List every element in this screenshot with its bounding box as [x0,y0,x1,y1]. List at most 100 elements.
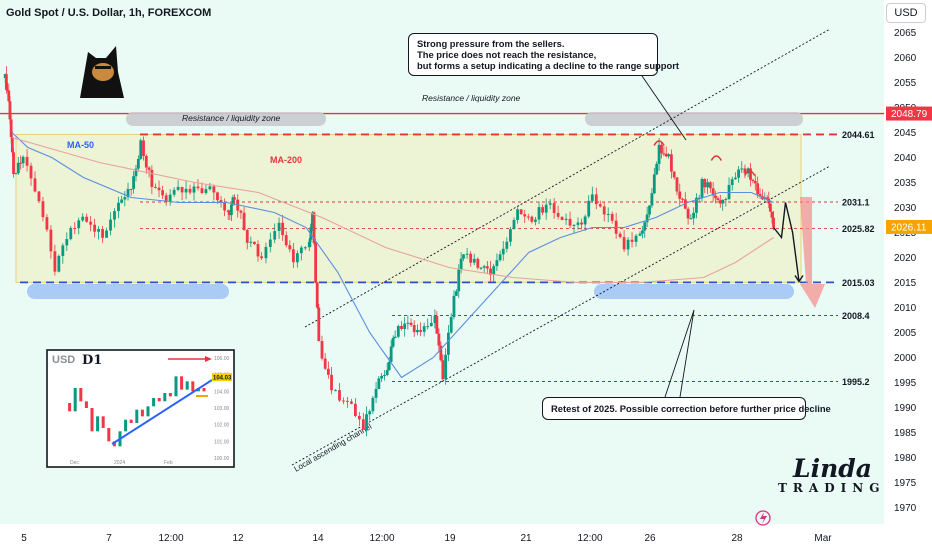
candle-body [184,188,188,193]
inset-candle [174,376,178,397]
candle-body [541,207,545,213]
candle-body [770,211,774,218]
inset-candle [79,388,83,402]
candle-body [548,203,552,205]
inset-candle [129,419,133,423]
candle-body [136,158,140,169]
candle-body [342,400,345,402]
inset-candle [96,416,100,432]
price-tick-label: 2035 [894,178,917,189]
candle-body [447,332,450,355]
candle-body [753,181,757,184]
candle-body [718,200,722,204]
candle-body [97,229,101,232]
candle-body [353,403,357,417]
candle-body [449,317,453,333]
candle-body [150,169,154,187]
candle-body [734,177,737,180]
candle-body [638,233,642,236]
candle-body [426,326,430,328]
candle-body [219,200,223,203]
level-label: 1995.2 [842,377,870,387]
candle-body [657,144,661,164]
liquidity-pill-left [126,112,326,126]
mascot-face [92,63,114,81]
candle-body [73,228,77,230]
candle-body [223,202,227,211]
candle-body [678,191,682,199]
candle-body [743,168,747,174]
inset-candle [107,428,111,442]
candle-body [416,330,419,333]
candle-body [437,333,441,346]
candle-body [314,243,318,283]
candle-body [429,322,433,327]
price-tick-label: 2065 [894,28,917,39]
inset-candle [157,398,161,402]
candle-body [534,219,537,222]
level-label: 2025.82 [842,224,875,234]
candle-body [157,187,161,191]
candle-body [648,205,651,215]
candle-body [692,212,696,219]
inset-timeframe: D1 [82,353,102,368]
price-tick-label: 2045 [894,128,917,139]
candle-body [526,216,530,218]
candle-body [109,219,112,231]
candle-body [196,186,200,189]
candle-body [93,224,97,232]
candle-body [387,361,391,371]
candle-body [310,223,314,228]
candle-body [758,194,762,197]
price-tick-label: 2020 [894,253,917,264]
candle-body [396,325,400,337]
candle-body [12,152,15,175]
candle-body [689,218,693,220]
candle-body [37,191,41,202]
time-tick-label: 7 [106,533,112,544]
candle-body [509,229,512,242]
candle-body [303,247,307,249]
candle-body [338,390,341,401]
candle-body [476,258,480,268]
note-bottom-text: Retest of 2025. Possible correction befo… [551,403,831,414]
candle-body [419,330,422,332]
candle-body [767,198,771,204]
candle-body [204,189,208,193]
inset-trendline [111,379,213,445]
inset-price-tick: 100.00 [214,456,230,462]
time-tick-label: 5 [21,533,27,544]
inset-candle [185,381,189,390]
candle-body [737,169,740,178]
candle-body [667,154,671,157]
candle-body [583,216,587,225]
inset-candle [135,409,139,423]
candle-body [334,390,337,392]
candle-body [273,230,277,240]
candle-body [485,266,489,269]
candle-body [606,213,610,215]
candle-body [350,401,353,404]
candle-body [389,346,393,362]
note-bottom: Retest of 2025. Possible correction befo… [542,397,831,420]
level-label: 2015.03 [842,278,875,288]
candle-body [730,179,734,185]
candle-body [452,295,456,318]
lightning-icon [755,510,771,526]
candle-body [454,291,458,296]
ma200-line [11,136,774,284]
candle-body [368,411,372,415]
candle-body [69,228,73,240]
candle-body [361,419,365,430]
candle-body [365,414,368,430]
candle-body [228,212,232,216]
candle-body [357,416,361,420]
candle-body [239,210,243,213]
candle-body [751,179,755,182]
time-tick-label: 19 [444,533,456,544]
currency-button[interactable]: USD [886,3,926,23]
inset-price-tag: 104.03 [213,376,232,382]
candle-body [113,211,116,220]
